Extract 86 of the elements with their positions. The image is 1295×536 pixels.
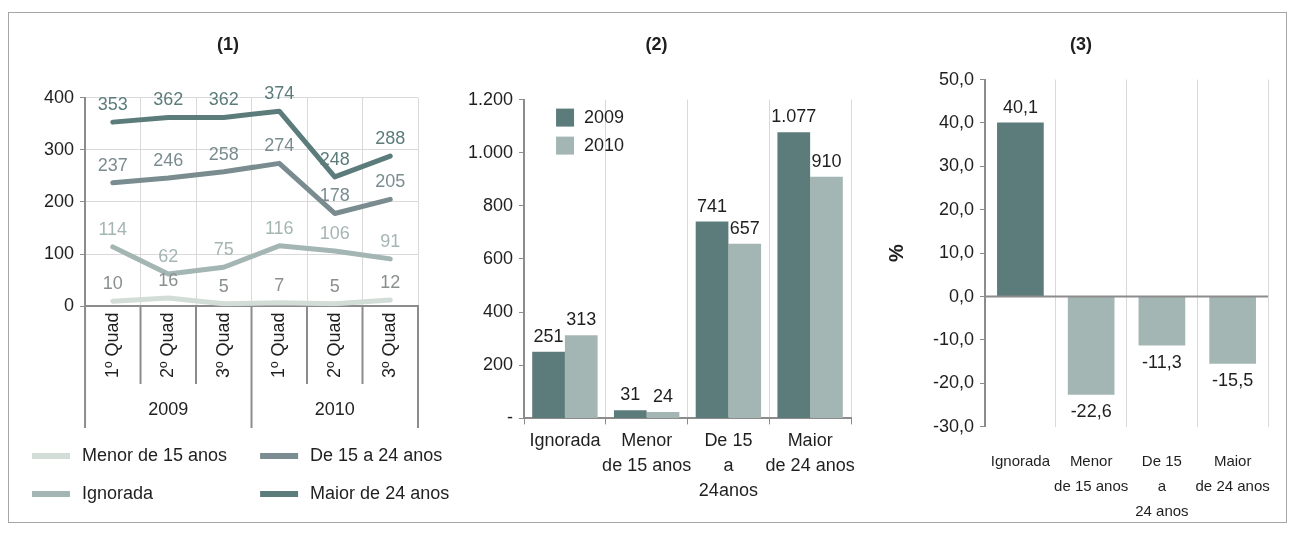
data-label: 178 xyxy=(319,185,350,206)
x-tick-label: Menor de 15 anos xyxy=(1054,452,1129,495)
x-tick-label: 2º Quad xyxy=(323,312,344,379)
data-label: 24 xyxy=(652,385,674,406)
bar xyxy=(646,412,680,418)
data-label: 353 xyxy=(97,94,128,115)
bar xyxy=(810,176,843,418)
bar xyxy=(564,335,598,418)
data-label: 12 xyxy=(380,272,401,293)
data-label: 116 xyxy=(264,217,294,238)
y-tick-label: 400 xyxy=(483,301,514,322)
legend-label: 2009 xyxy=(584,106,625,127)
y-tick-label: 30,0 xyxy=(938,155,975,176)
bar xyxy=(695,221,729,418)
data-label: 205 xyxy=(375,171,406,192)
data-label: 374 xyxy=(264,83,295,104)
data-label: 10 xyxy=(102,273,123,294)
y-tick-label: 1.000 xyxy=(468,141,514,162)
text: 2010 xyxy=(314,398,355,419)
data-label: 75 xyxy=(213,239,234,260)
x-tick-label: De 15 a 24anos xyxy=(698,429,758,501)
y-tick-label: 1.200 xyxy=(468,88,514,109)
data-label: 246 xyxy=(153,149,184,170)
data-label: 7 xyxy=(274,274,285,295)
y-tick-label: -20,0 xyxy=(933,372,975,393)
data-label: 106 xyxy=(319,223,350,244)
data-label: 288 xyxy=(375,128,406,149)
data-label: 1.077 xyxy=(771,106,817,127)
x-tick-label: Maior de 24 anos xyxy=(765,429,855,476)
x-tick-label: Menor de 15 anos xyxy=(602,429,692,476)
bar xyxy=(728,243,762,418)
y-tick-label: 400 xyxy=(43,86,75,107)
x-tick-label: Ignorada xyxy=(990,452,1051,470)
data-label: -15,5 xyxy=(1212,369,1254,390)
bar xyxy=(777,132,811,418)
y-tick-label: 300 xyxy=(43,138,75,159)
y-tick-label: 40,0 xyxy=(938,111,975,132)
data-label: 313 xyxy=(566,309,597,330)
x-tick-label: Ignorada xyxy=(529,429,602,450)
y-tick-label: 0 xyxy=(64,295,75,316)
x-tick-label: Maior de 24 anos xyxy=(1195,452,1270,495)
y-tick-label: 200 xyxy=(483,354,514,375)
data-label: 258 xyxy=(208,143,239,164)
x-tick-label: 2º Quad xyxy=(157,312,178,379)
data-label: 16 xyxy=(158,270,179,290)
y-tick-label: 0,0 xyxy=(949,285,975,306)
bar xyxy=(613,410,647,418)
data-label: 657 xyxy=(729,217,760,238)
data-label: 31 xyxy=(620,384,641,405)
data-label: -22,6 xyxy=(1070,400,1112,421)
data-label: 910 xyxy=(811,150,842,171)
y-tick-label: -30,0 xyxy=(933,415,975,436)
x-tick-label: De 15 a 24 anos xyxy=(1135,452,1189,519)
data-label: 114 xyxy=(98,218,128,239)
data-label: 362 xyxy=(208,89,239,110)
data-label: 40,1 xyxy=(1002,96,1038,117)
data-label: 237 xyxy=(97,154,128,175)
y-tick-label: 100 xyxy=(43,243,75,264)
y-tick-label: 10,0 xyxy=(938,242,975,263)
data-label: 5 xyxy=(218,275,229,296)
y-tick-label: 200 xyxy=(43,190,75,211)
y-tick-label: 50,0 xyxy=(938,68,975,89)
data-label: 62 xyxy=(158,245,179,266)
y-axis-title: % xyxy=(884,244,907,263)
data-label: 741 xyxy=(697,195,728,216)
x-tick-label: 3º Quad xyxy=(212,312,233,379)
x-tick-label: 1º Quad xyxy=(268,312,289,379)
data-label: 251 xyxy=(533,325,564,346)
text: 2009 xyxy=(148,398,189,419)
data-label: 91 xyxy=(380,230,401,251)
y-tick-label: - xyxy=(507,407,514,428)
y-tick-label: 800 xyxy=(483,194,514,215)
bar xyxy=(532,351,565,418)
chart-title: (1) xyxy=(217,33,239,54)
x-tick-label: 1º Quad xyxy=(101,312,122,379)
y-tick-label: 20,0 xyxy=(938,198,975,219)
chart-title: (2) xyxy=(645,33,668,54)
data-label: 362 xyxy=(153,89,184,110)
chart-title: (3) xyxy=(1070,33,1092,54)
data-label: 5 xyxy=(329,275,340,296)
data-label: 274 xyxy=(264,135,295,156)
data-label: -11,3 xyxy=(1142,351,1182,372)
y-tick-label: -10,0 xyxy=(933,328,975,349)
x-tick-label: 3º Quad xyxy=(379,312,400,379)
y-tick-label: 600 xyxy=(483,247,514,268)
legend-label: 2010 xyxy=(584,134,625,155)
